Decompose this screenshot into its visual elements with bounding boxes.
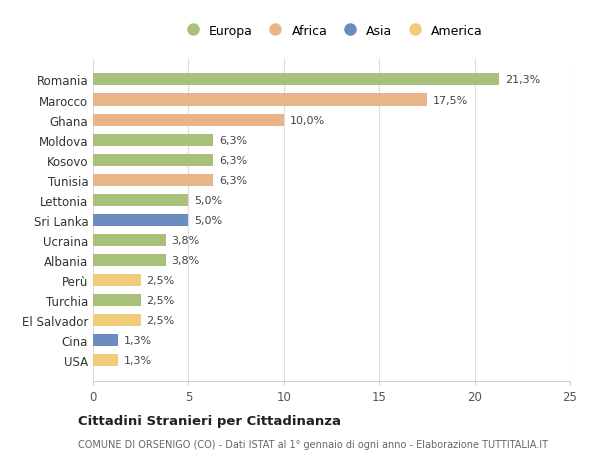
- Text: 21,3%: 21,3%: [505, 75, 541, 85]
- Text: 2,5%: 2,5%: [146, 275, 175, 285]
- Legend: Europa, Africa, Asia, America: Europa, Africa, Asia, America: [176, 21, 487, 41]
- Text: COMUNE DI ORSENIGO (CO) - Dati ISTAT al 1° gennaio di ogni anno - Elaborazione T: COMUNE DI ORSENIGO (CO) - Dati ISTAT al …: [78, 440, 548, 449]
- Bar: [93, 274, 140, 286]
- Bar: [93, 114, 284, 126]
- Text: 5,0%: 5,0%: [194, 215, 222, 225]
- Bar: [93, 194, 188, 206]
- Text: 1,3%: 1,3%: [124, 336, 152, 345]
- Bar: [93, 174, 213, 186]
- Text: 17,5%: 17,5%: [433, 95, 468, 105]
- Bar: [93, 134, 213, 146]
- Bar: [93, 154, 213, 166]
- Bar: [93, 354, 118, 366]
- Bar: [93, 235, 166, 246]
- Text: Cittadini Stranieri per Cittadinanza: Cittadini Stranieri per Cittadinanza: [78, 414, 341, 428]
- Bar: [93, 94, 427, 106]
- Bar: [93, 74, 499, 86]
- Text: 5,0%: 5,0%: [194, 196, 222, 205]
- Text: 6,3%: 6,3%: [219, 135, 247, 146]
- Text: 1,3%: 1,3%: [124, 355, 152, 365]
- Bar: [93, 294, 140, 306]
- Text: 6,3%: 6,3%: [219, 155, 247, 165]
- Bar: [93, 254, 166, 266]
- Text: 10,0%: 10,0%: [290, 115, 325, 125]
- Bar: [93, 214, 188, 226]
- Text: 3,8%: 3,8%: [171, 235, 199, 245]
- Text: 6,3%: 6,3%: [219, 175, 247, 185]
- Text: 2,5%: 2,5%: [146, 315, 175, 325]
- Text: 3,8%: 3,8%: [171, 255, 199, 265]
- Bar: [93, 334, 118, 347]
- Text: 2,5%: 2,5%: [146, 295, 175, 305]
- Bar: [93, 314, 140, 326]
